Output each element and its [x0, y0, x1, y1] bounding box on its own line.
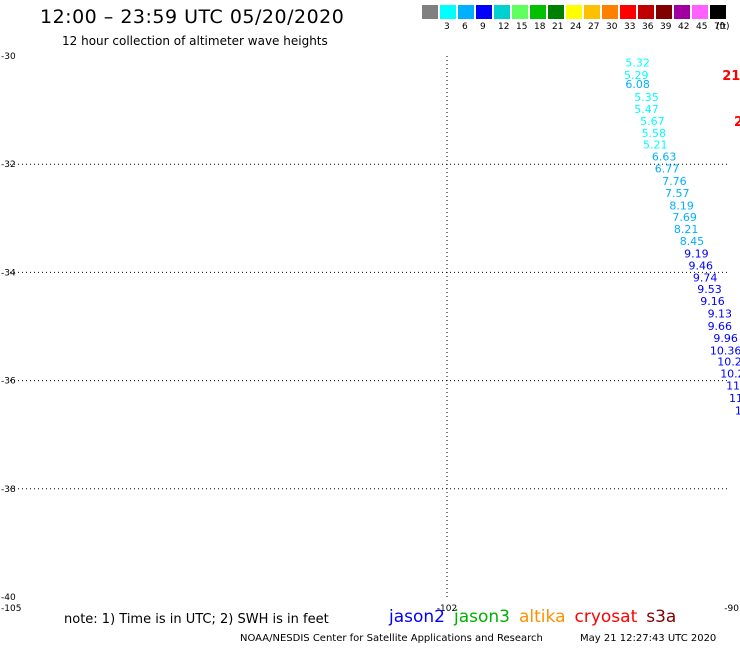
longitude-label: -90 — [724, 604, 739, 614]
wave-height-value: 9.13 — [708, 308, 733, 321]
wave-height-value: 8.45 — [680, 235, 705, 248]
legend-swatch — [674, 5, 690, 19]
wave-height-value: 5.32 — [625, 56, 650, 69]
wave-height-value: 8.21 — [674, 223, 699, 236]
wave-height-value: 11.31 — [735, 404, 740, 417]
wave-height-value: 11.05 — [726, 379, 740, 392]
legend-label: 27 — [588, 22, 600, 32]
legend-swatch — [512, 5, 528, 19]
wave-height-value: 8.19 — [669, 199, 694, 212]
wave-height-value: 5.47 — [634, 103, 659, 116]
satellite-cryosat: cryosat — [574, 607, 638, 627]
legend-swatch — [656, 5, 672, 19]
latitude-label: -36 — [1, 377, 16, 387]
legend-label: 33 — [624, 22, 636, 32]
wave-height-value: 5.35 — [634, 91, 659, 104]
longitude-label: -105 — [1, 604, 21, 614]
satellite-jason2: jason2 — [389, 607, 445, 627]
legend-swatch — [602, 5, 618, 19]
latitude-label: -38 — [1, 485, 16, 495]
legend-swatch — [710, 5, 726, 19]
legend-label: 24 — [570, 22, 582, 32]
latitude-label: -34 — [1, 268, 16, 278]
footer-note: note: 1) Time is in UTC; 2) SWH is in fe… — [64, 612, 329, 627]
legend-label: 18 — [534, 22, 546, 32]
pass-time-label: 2136 — [734, 115, 740, 130]
legend-swatch — [548, 5, 564, 19]
wave-height-value: 10.22 — [720, 368, 740, 381]
page-subtitle: 12 hour collection of altimeter wave hei… — [62, 34, 328, 48]
legend-label: 6 — [462, 22, 468, 32]
legend-swatch — [620, 5, 636, 19]
generated-timestamp: May 21 12:27:43 UTC 2020 — [580, 633, 717, 644]
latitude-label: -32 — [1, 160, 16, 170]
wave-height-value: 7.69 — [672, 211, 697, 224]
wave-height-observations: 5.325.296.085.355.475.675.585.216.636.77… — [624, 56, 740, 430]
legend-swatch — [422, 5, 438, 19]
legend-label: 21 — [552, 22, 564, 32]
wave-height-value: 9.53 — [697, 283, 722, 296]
wave-height-value: 6.77 — [655, 163, 680, 176]
satellite-legend: jason2 jason3 altika cryosat s3a — [389, 607, 685, 627]
wave-height-value: 7.76 — [662, 175, 687, 188]
wave-height-value: 5.67 — [640, 115, 665, 128]
wave-height-value: 6.08 — [625, 78, 650, 91]
legend-swatch — [584, 5, 600, 19]
latitude-label: -30 — [1, 52, 16, 62]
satellite-altika: altika — [519, 607, 566, 627]
wave-height-value: 9.16 — [700, 295, 725, 308]
wave-height-value: 5.29 — [624, 69, 649, 82]
color-scale-legend: 3 6 9 12 15 18 21 24 27 30 33 36 39 42 45 70 (ft) — [422, 5, 730, 35]
legend-label: 39 — [660, 22, 672, 32]
credit-line: NOAA/NESDIS Center for Satellite Applica… — [240, 633, 543, 644]
legend-swatch — [476, 5, 492, 19]
wave-height-value: 6.63 — [652, 151, 677, 164]
legend-swatch — [530, 5, 546, 19]
wave-height-value: 9.74 — [693, 271, 718, 284]
wave-height-value: 5.58 — [642, 127, 667, 140]
wave-height-value: 7.57 — [665, 187, 690, 200]
legend-label: 45 — [696, 22, 708, 32]
legend-unit: (ft) — [716, 22, 730, 32]
pass-time-labels: 21362136213521342133161653 — [722, 69, 740, 130]
legend-swatch — [692, 5, 708, 19]
page-title: 12:00 – 23:59 UTC 05/20/2020 — [40, 6, 345, 28]
latitude-label: -40 — [1, 593, 16, 603]
legend-label: 36 — [642, 22, 654, 32]
satellite-jason3: jason3 — [454, 607, 510, 627]
wave-height-value: 9.96 — [713, 332, 738, 345]
legend-label: 12 — [498, 22, 510, 32]
wave-height-value: 11.54 — [729, 392, 740, 405]
legend-label: 30 — [606, 22, 618, 32]
wave-height-value: 10.27 — [717, 356, 740, 369]
wave-height-value: 10.36 — [710, 344, 740, 357]
legend-swatch — [638, 5, 654, 19]
wave-height-value: 5.21 — [643, 139, 668, 152]
legend-label: 3 — [444, 22, 450, 32]
legend-label: 15 — [516, 22, 528, 32]
wave-height-value: 9.19 — [684, 247, 709, 260]
legend-swatch — [566, 5, 582, 19]
legend-swatch — [440, 5, 456, 19]
axis-labels: -30-32-34-36-38-40-105-102-99-96-93-90 — [1, 52, 739, 614]
legend-swatch — [494, 5, 510, 19]
satellite-s3a: s3a — [646, 607, 677, 627]
longitude-label: -102 — [437, 604, 457, 614]
wave-height-value: 9.46 — [688, 259, 713, 272]
map-grid — [10, 56, 730, 597]
legend-label: 9 — [480, 22, 486, 32]
legend-swatch — [458, 5, 474, 19]
legend-label: 70 — [714, 22, 726, 32]
wave-height-value: 9.66 — [708, 320, 733, 333]
legend-label: 42 — [678, 22, 690, 32]
pass-time-label: 2136 — [722, 69, 740, 84]
